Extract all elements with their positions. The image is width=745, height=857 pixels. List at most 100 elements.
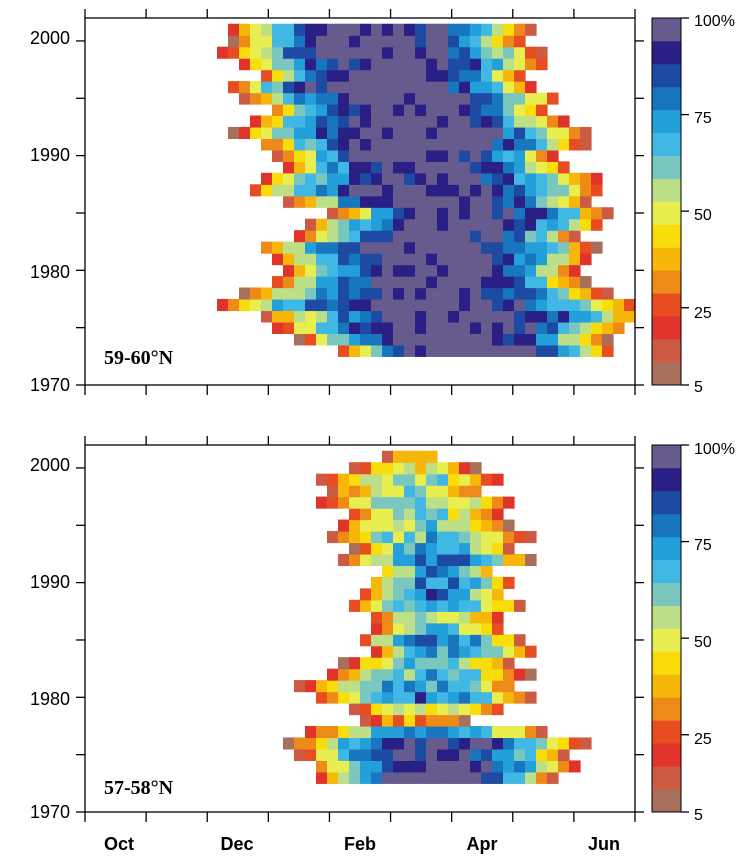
heatmap-cell	[470, 138, 482, 151]
heatmap-cell	[261, 298, 273, 312]
heatmap-cell	[448, 531, 460, 544]
heatmap-cell	[415, 253, 427, 266]
heatmap-cell	[283, 149, 295, 162]
heatmap-cell	[371, 310, 383, 323]
heatmap-cell	[481, 519, 493, 532]
heatmap-cell	[448, 115, 460, 128]
heatmap-cell	[261, 287, 273, 300]
colorbar-tick-label: 75	[694, 537, 712, 554]
heatmap-cell	[492, 298, 504, 312]
heatmap-cell	[481, 115, 493, 128]
heatmap-cell	[338, 253, 350, 266]
heatmap-cell	[492, 508, 504, 521]
heatmap-cell	[349, 599, 361, 612]
heatmap-cell	[437, 58, 449, 71]
heatmap-cell	[327, 92, 339, 105]
heatmap-cell	[470, 542, 482, 555]
heatmap-cell	[558, 333, 570, 346]
heatmap-cell	[349, 46, 361, 59]
heatmap-cell	[426, 611, 438, 624]
heatmap-cell	[503, 680, 515, 693]
colorbar-tick-label: 100%	[694, 13, 735, 30]
heatmap-cell	[470, 485, 482, 498]
heatmap-cell	[316, 496, 328, 509]
heatmap-cell	[448, 519, 460, 532]
heatmap-cell	[349, 680, 361, 693]
heatmap-cell	[580, 207, 592, 220]
heatmap-cell	[404, 748, 416, 761]
heatmap-cell	[371, 645, 383, 658]
heatmap-cell	[415, 298, 427, 312]
heatmap-cell	[503, 161, 515, 174]
heatmap-cell	[448, 344, 460, 357]
heatmap-cell	[558, 760, 570, 773]
heatmap-cell	[437, 668, 449, 681]
heatmap-cell	[437, 298, 449, 312]
heatmap-cell	[481, 276, 493, 289]
heatmap-cell	[481, 542, 493, 555]
heatmap-cell	[371, 69, 383, 82]
heatmap-cell	[569, 321, 581, 334]
heatmap-cell	[426, 276, 438, 289]
heatmap-cell	[448, 485, 460, 498]
heatmap-cell	[481, 321, 493, 334]
heatmap-cell	[525, 645, 537, 658]
heatmap-cell	[327, 81, 339, 94]
heatmap-cell	[338, 92, 350, 105]
heatmap-cell	[492, 184, 504, 197]
colorbar-swatch	[652, 467, 681, 492]
heatmap-cell	[470, 531, 482, 544]
colorbar-frame	[651, 444, 682, 813]
heatmap-cell	[426, 126, 438, 140]
heatmap-cell	[327, 149, 339, 162]
heatmap-cell	[492, 310, 504, 323]
heatmap-cell	[371, 576, 383, 589]
heatmap-cell	[415, 771, 427, 784]
heatmap-cell	[459, 104, 471, 117]
heatmap-cell	[382, 553, 394, 567]
heatmap-cell	[503, 657, 515, 670]
heatmap-cell	[371, 253, 383, 266]
heatmap-cell	[382, 344, 394, 357]
heatmap-cell	[470, 691, 482, 704]
heatmap-cell	[547, 161, 559, 174]
heatmap-cell	[360, 473, 372, 486]
heatmap-cell	[536, 138, 548, 151]
heatmap-cell	[404, 46, 416, 59]
heatmap-cell	[459, 126, 471, 140]
heatmap-cell	[327, 321, 339, 334]
heatmap-cell	[327, 473, 339, 486]
heatmap-cell	[316, 760, 328, 773]
heatmap-cell	[393, 207, 405, 220]
heatmap-cell	[426, 344, 438, 357]
heatmap-cell	[591, 310, 603, 323]
heatmap-cell	[459, 195, 471, 208]
heatmap-cell	[470, 748, 482, 761]
heatmap-cell	[470, 126, 482, 140]
heatmap-cell	[492, 691, 504, 704]
heatmap-cell	[470, 771, 482, 784]
heatmap-cell	[393, 485, 405, 498]
heatmap-cell	[470, 264, 482, 277]
heatmap-cell	[338, 58, 350, 71]
heatmap-cell	[459, 634, 471, 647]
heatmap-cell	[272, 138, 284, 151]
heatmap-cell	[393, 253, 405, 266]
heatmap-cell	[371, 35, 383, 48]
heatmap-cell	[338, 104, 350, 117]
heatmap-cells-top	[217, 23, 635, 357]
heatmap-cell	[382, 760, 394, 773]
heatmap-cell	[481, 599, 493, 612]
heatmap-cell	[492, 344, 504, 357]
heatmap-cell	[283, 104, 295, 117]
heatmap-cell	[316, 81, 328, 94]
heatmap-cell	[503, 149, 515, 162]
heatmap-cell	[316, 321, 328, 334]
heatmap-cell	[470, 23, 482, 36]
heatmap-cell	[228, 46, 240, 59]
heatmap-cell	[371, 634, 383, 647]
heatmap-cell	[448, 553, 460, 567]
heatmap-cell	[294, 104, 306, 117]
heatmap-cell	[459, 230, 471, 243]
heatmap-cell	[437, 714, 449, 727]
